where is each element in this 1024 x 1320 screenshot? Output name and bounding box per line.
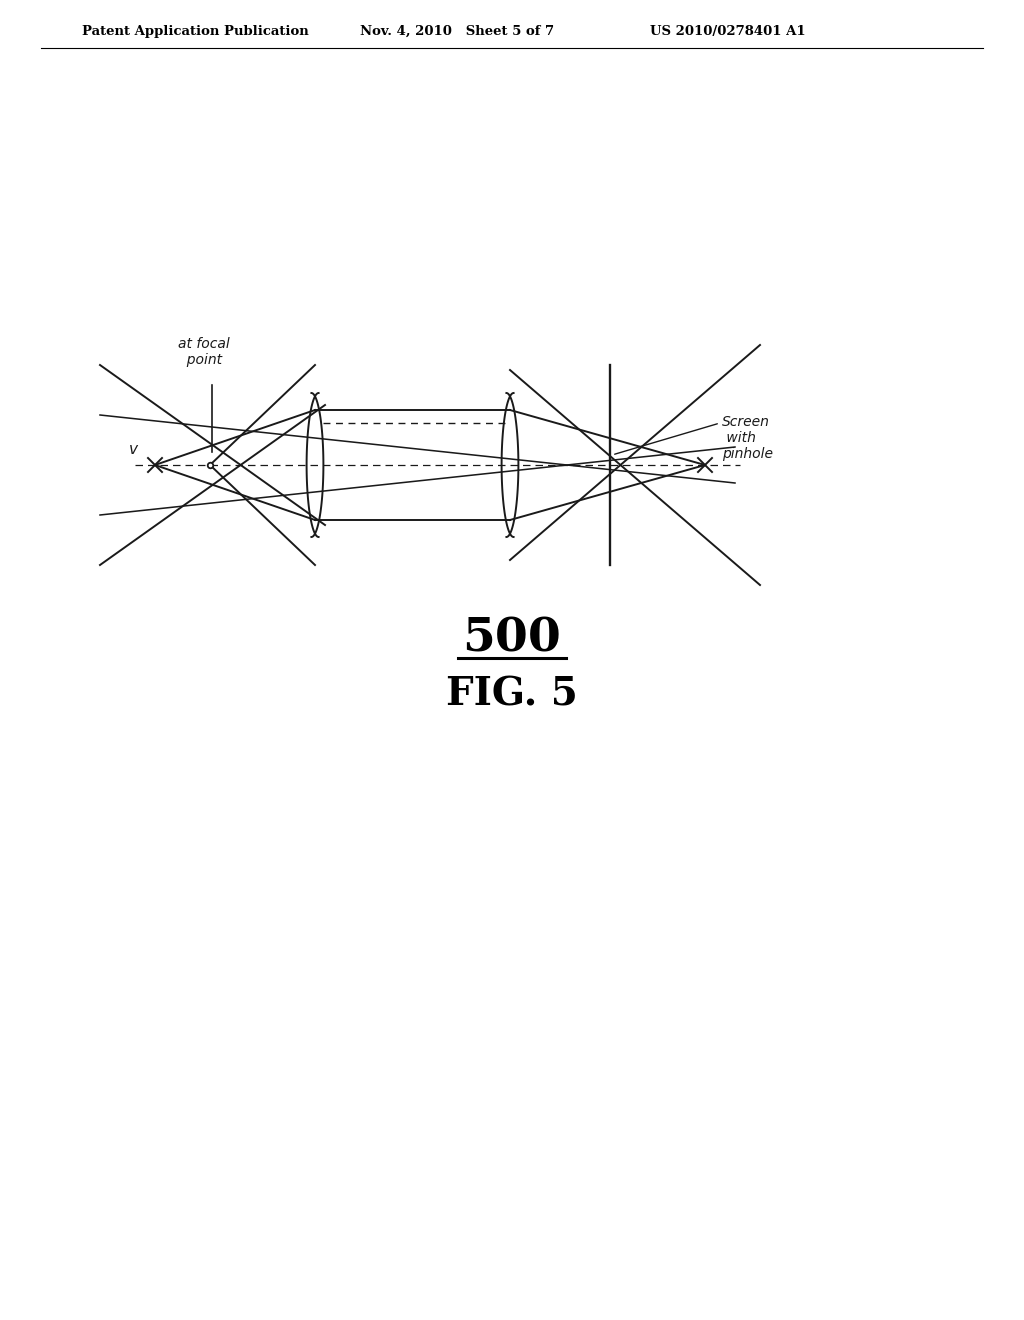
Text: US 2010/0278401 A1: US 2010/0278401 A1 xyxy=(650,25,806,38)
Text: Screen
 with
pinhole: Screen with pinhole xyxy=(722,414,773,461)
Text: Patent Application Publication: Patent Application Publication xyxy=(82,25,309,38)
Text: Nov. 4, 2010   Sheet 5 of 7: Nov. 4, 2010 Sheet 5 of 7 xyxy=(360,25,554,38)
Text: 500: 500 xyxy=(463,615,561,661)
Text: at focal
  point: at focal point xyxy=(178,337,229,367)
Text: FIG. 5: FIG. 5 xyxy=(446,675,578,713)
Text: v: v xyxy=(128,442,137,457)
